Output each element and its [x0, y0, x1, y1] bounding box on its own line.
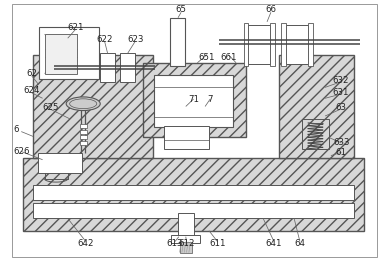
Text: 626: 626: [13, 147, 29, 156]
Text: 62: 62: [26, 69, 37, 78]
Bar: [80, 124, 87, 128]
Bar: [33, 185, 354, 200]
Text: 6: 6: [14, 125, 19, 134]
Text: 63: 63: [335, 103, 346, 111]
Bar: [170, 18, 185, 66]
Text: 641: 641: [266, 239, 282, 248]
Bar: [164, 126, 209, 149]
Text: 7: 7: [207, 95, 213, 103]
Text: 642: 642: [78, 239, 94, 248]
Text: 621: 621: [67, 23, 84, 32]
Bar: [80, 130, 87, 134]
Bar: [270, 23, 275, 66]
Bar: [244, 23, 248, 66]
Text: 71: 71: [188, 95, 199, 103]
Text: 632: 632: [332, 76, 349, 85]
Bar: [38, 153, 82, 173]
Bar: [286, 25, 308, 64]
Bar: [308, 23, 313, 66]
Text: 611: 611: [209, 239, 226, 248]
Text: 622: 622: [96, 35, 113, 44]
Text: 613: 613: [167, 239, 183, 248]
Bar: [171, 235, 200, 243]
Text: 66: 66: [265, 5, 276, 14]
Text: 625: 625: [42, 103, 58, 111]
Bar: [178, 213, 194, 237]
Text: 633: 633: [333, 138, 349, 147]
Text: 624: 624: [24, 86, 40, 95]
Bar: [23, 158, 364, 231]
Text: 661: 661: [220, 53, 236, 62]
Bar: [281, 23, 286, 66]
Text: 61: 61: [336, 148, 347, 157]
Text: 612: 612: [178, 239, 195, 248]
Bar: [100, 53, 115, 82]
Bar: [302, 119, 329, 149]
Bar: [248, 25, 270, 64]
Text: 65: 65: [176, 5, 187, 14]
Bar: [45, 34, 77, 74]
Ellipse shape: [66, 97, 100, 111]
Bar: [143, 63, 246, 136]
Text: 623: 623: [127, 35, 144, 44]
Bar: [80, 135, 87, 139]
Text: 651: 651: [199, 53, 215, 62]
Bar: [33, 55, 153, 158]
Bar: [80, 141, 87, 145]
Bar: [154, 75, 233, 127]
Bar: [39, 27, 99, 79]
Text: 64: 64: [295, 239, 305, 248]
Bar: [180, 242, 192, 253]
Bar: [120, 53, 135, 82]
Bar: [33, 203, 354, 218]
Text: 631: 631: [332, 88, 349, 97]
Bar: [279, 55, 354, 158]
